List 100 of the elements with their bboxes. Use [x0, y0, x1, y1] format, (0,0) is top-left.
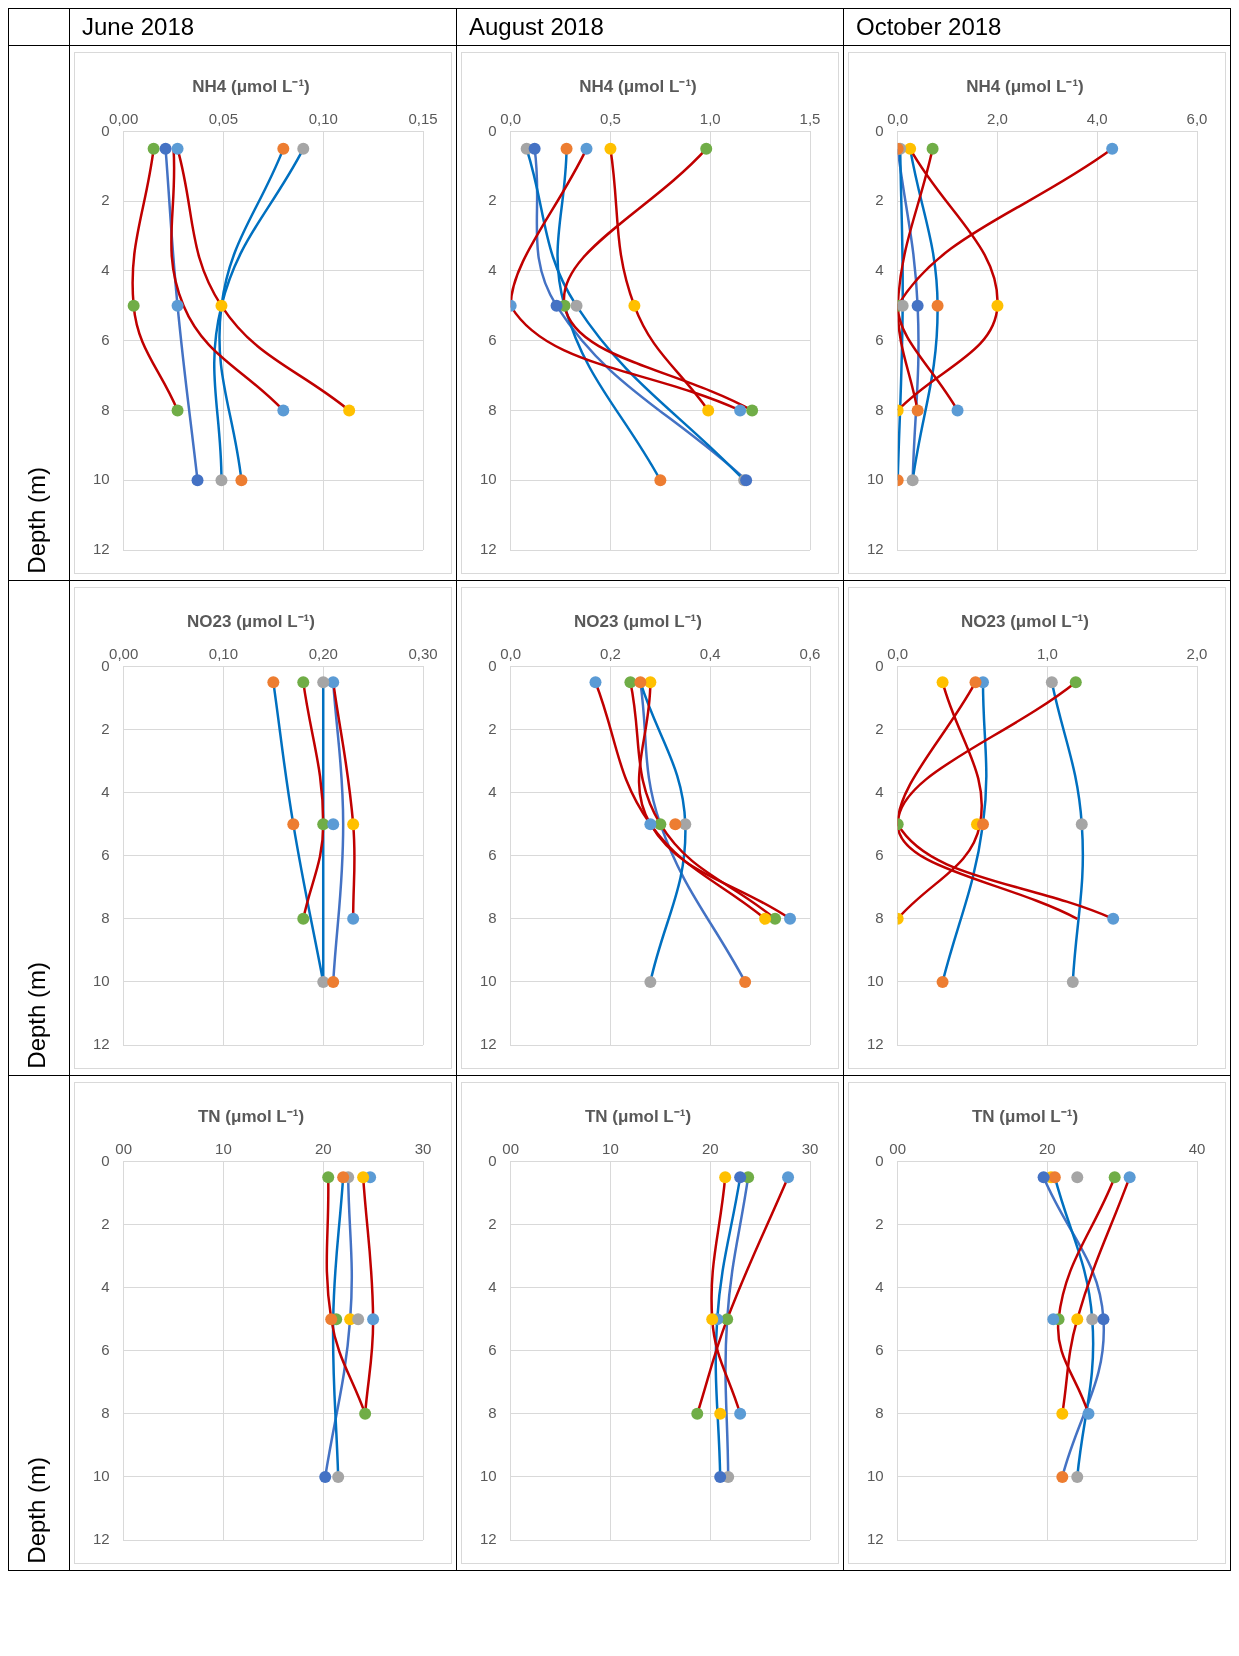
y-tick-label: 12 [480, 540, 497, 558]
chart-title: NO23 (μmol L⁻¹) [574, 611, 702, 631]
y-tick-label: 10 [93, 972, 110, 990]
y-axis-title: Depth (m) [22, 466, 51, 576]
y-tick-label: 2 [101, 1214, 110, 1232]
x-tick-label: 2,0 [1186, 644, 1208, 662]
y-axis-title: Depth (m) [22, 1456, 51, 1566]
x-tick-label: 40 [1188, 1139, 1206, 1157]
y-tick-label: 2 [488, 1214, 497, 1232]
x-tick-label: 0,0 [500, 644, 522, 662]
y-tick-label: 0 [488, 121, 497, 139]
x-tick-label: 0,0 [887, 109, 909, 127]
y-tick-label: 12 [867, 1530, 884, 1548]
y-axis-title: Depth (m) [22, 961, 51, 1071]
y-tick-label: 6 [875, 845, 884, 863]
chart-subtitle: June 2018 [69, 8, 457, 46]
y-tick-label: 12 [480, 1530, 497, 1548]
x-tick-label: 0,00 [109, 109, 139, 127]
y-tick-label: 0 [875, 1151, 884, 1169]
x-tick-label: 0,10 [208, 644, 239, 662]
y-tick-label: 6 [101, 845, 110, 863]
y-tick-label: 8 [875, 400, 884, 418]
x-tick-label: 00 [889, 1139, 907, 1157]
x-tick-label: 20 [314, 1139, 332, 1157]
y-tick-label: 10 [93, 470, 110, 488]
y-tick-label: 6 [101, 330, 110, 348]
chart-title: TN (μmol L⁻¹) [971, 1106, 1079, 1126]
chart-title: NH4 (μmol L⁻¹) [192, 76, 310, 96]
y-tick-label: 6 [488, 845, 497, 863]
x-tick-label: 0,15 [408, 109, 438, 127]
y-tick-label: 8 [488, 400, 497, 418]
chart-title: NO23 (μmol L⁻¹) [187, 611, 315, 631]
x-tick-label: 0,6 [799, 644, 821, 662]
y-tick-label: 12 [867, 1035, 884, 1053]
y-tick-label: 12 [480, 1035, 497, 1053]
y-tick-label: 4 [101, 261, 110, 279]
y-tick-label: 10 [867, 972, 884, 990]
y-tick-label: 12 [93, 1035, 110, 1053]
chart-subtitle: August 2018 [456, 8, 844, 46]
y-tick-label: 2 [875, 191, 884, 209]
y-tick-label: 6 [875, 1340, 884, 1358]
x-tick-label: 20 [701, 1139, 719, 1157]
y-tick-label: 12 [93, 540, 110, 558]
y-tick-label: 8 [101, 1403, 110, 1421]
x-tick-label: 0,10 [308, 109, 338, 127]
x-tick-label: 1,0 [1036, 644, 1058, 662]
x-tick-label: 2,0 [987, 109, 1008, 127]
y-tick-label: 10 [480, 972, 497, 990]
x-tick-label: 0,0 [500, 109, 522, 127]
y-tick-label: 2 [875, 1214, 884, 1232]
x-tick-label: 0,2 [600, 644, 621, 662]
y-tick-label: 8 [488, 1403, 497, 1421]
y-tick-label: 4 [875, 261, 884, 279]
x-tick-label: 00 [502, 1139, 520, 1157]
chart-title: NH4 (μmol L⁻¹) [579, 76, 697, 96]
chart-title: NH4 (μmol L⁻¹) [966, 76, 1084, 96]
y-tick-label: 8 [101, 908, 110, 926]
y-tick-label: 6 [488, 330, 497, 348]
x-tick-label: 0,4 [699, 644, 721, 662]
y-tick-label: 0 [101, 121, 110, 139]
y-tick-label: 4 [875, 1277, 884, 1295]
y-tick-label: 6 [101, 1340, 110, 1358]
y-tick-label: 12 [867, 540, 884, 558]
y-tick-label: 4 [488, 782, 497, 800]
y-tick-label: 8 [875, 1403, 884, 1421]
x-tick-label: 20 [1039, 1139, 1056, 1157]
y-tick-label: 4 [488, 261, 497, 279]
x-tick-label: 30 [801, 1139, 819, 1157]
x-tick-label: 0,00 [109, 644, 139, 662]
y-tick-label: 2 [488, 719, 497, 737]
y-tick-label: 2 [101, 719, 110, 737]
chart-subtitle: October 2018 [843, 8, 1231, 46]
y-tick-label: 10 [93, 1467, 110, 1485]
y-tick-label: 8 [101, 400, 110, 418]
y-tick-label: 10 [867, 470, 884, 488]
y-tick-label: 10 [480, 1467, 497, 1485]
y-tick-label: 12 [93, 1530, 110, 1548]
x-tick-label: 1,0 [699, 109, 721, 127]
chart-title: TN (μmol L⁻¹) [197, 1106, 305, 1126]
y-tick-label: 0 [875, 656, 884, 674]
y-tick-label: 0 [875, 121, 884, 139]
y-tick-label: 6 [875, 330, 884, 348]
y-tick-label: 0 [488, 656, 497, 674]
y-tick-label: 10 [867, 1467, 884, 1485]
x-tick-label: 10 [215, 1139, 232, 1157]
y-tick-label: 4 [101, 782, 110, 800]
y-tick-label: 10 [480, 470, 497, 488]
x-tick-label: 0,5 [600, 109, 621, 127]
x-tick-label: 10 [602, 1139, 619, 1157]
y-tick-label: 4 [875, 782, 884, 800]
x-tick-label: 0,30 [408, 644, 438, 662]
y-tick-label: 8 [488, 908, 497, 926]
x-tick-label: 6,0 [1186, 109, 1208, 127]
y-tick-label: 0 [488, 1151, 497, 1169]
x-tick-label: 0,20 [308, 644, 338, 662]
x-tick-label: 1,5 [799, 109, 821, 127]
y-tick-label: 4 [101, 1277, 110, 1295]
x-tick-label: 30 [414, 1139, 432, 1157]
y-tick-label: 2 [488, 191, 497, 209]
y-tick-label: 8 [875, 908, 884, 926]
